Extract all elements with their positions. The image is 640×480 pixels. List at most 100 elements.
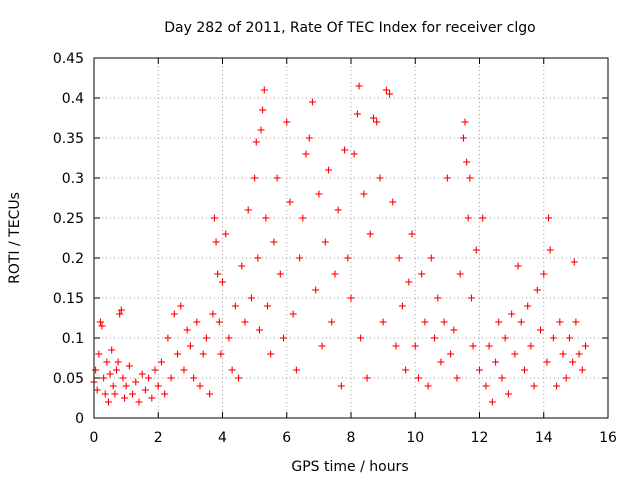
grid-layer <box>94 58 608 418</box>
data-point <box>469 342 477 350</box>
data-point <box>276 270 284 278</box>
data-point <box>209 310 217 318</box>
data-point <box>318 342 326 350</box>
data-point <box>267 350 275 358</box>
y-axis-label: ROTI / TECUs <box>7 192 23 284</box>
data-point <box>180 366 188 374</box>
data-point <box>553 382 561 390</box>
x-tick-label: 2 <box>154 430 163 446</box>
data-point <box>546 246 554 254</box>
data-point <box>355 82 363 90</box>
data-point <box>334 206 342 214</box>
data-point <box>447 350 455 358</box>
y-tick-label: 0.35 <box>53 131 84 147</box>
data-point <box>504 390 512 398</box>
data-point <box>537 326 545 334</box>
data-point <box>376 174 384 182</box>
x-axis-label: GPS time / hours <box>291 459 408 475</box>
data-point <box>392 342 400 350</box>
data-point <box>328 318 336 326</box>
data-point <box>459 134 467 142</box>
data-point <box>559 350 567 358</box>
x-tick-label: 6 <box>282 430 291 446</box>
data-point <box>273 174 281 182</box>
data-point <box>366 230 374 238</box>
data-point <box>190 374 198 382</box>
data-point <box>101 390 109 398</box>
y-tick-label: 0.1 <box>62 331 84 347</box>
data-point <box>177 302 185 310</box>
data-point <box>463 158 471 166</box>
data-point <box>565 334 573 342</box>
x-tick-label: 8 <box>347 430 356 446</box>
data-point <box>196 382 204 390</box>
data-point <box>193 318 201 326</box>
y-tick-label: 0.05 <box>53 371 84 387</box>
chart-title: Day 282 of 2011, Rate Of TEC Index for r… <box>164 20 535 36</box>
data-point <box>254 254 262 262</box>
data-point <box>562 374 570 382</box>
data-point <box>492 358 500 366</box>
data-point <box>174 350 182 358</box>
data-point <box>402 366 410 374</box>
data-point <box>103 358 111 366</box>
data-point <box>222 230 230 238</box>
data-point <box>217 350 225 358</box>
data-point <box>549 334 557 342</box>
data-point <box>219 278 226 286</box>
data-point <box>395 254 403 262</box>
data-point <box>570 258 578 266</box>
data-point <box>434 294 442 302</box>
data-point <box>210 214 218 222</box>
data-point <box>443 174 451 182</box>
data-point <box>312 286 320 294</box>
data-point <box>259 106 267 114</box>
marks-layer <box>90 82 590 406</box>
data-point <box>302 150 310 158</box>
data-point <box>488 398 496 406</box>
data-point <box>244 206 252 214</box>
data-point <box>467 294 475 302</box>
x-tick-label: 12 <box>471 430 489 446</box>
data-point <box>148 394 156 402</box>
data-point <box>186 342 194 350</box>
data-point <box>315 190 323 198</box>
data-point <box>106 370 114 378</box>
data-point <box>461 118 469 126</box>
data-point <box>129 390 137 398</box>
data-point <box>228 366 236 374</box>
data-point <box>464 214 472 222</box>
x-tick-label: 4 <box>218 430 227 446</box>
data-point <box>386 90 394 98</box>
data-point <box>119 374 127 382</box>
data-point <box>569 358 577 366</box>
data-point <box>556 318 564 326</box>
data-point <box>408 230 416 238</box>
data-point <box>341 146 349 154</box>
data-point <box>296 254 304 262</box>
data-point <box>157 358 165 366</box>
data-point <box>431 334 439 342</box>
data-point <box>238 262 246 270</box>
data-point <box>540 270 548 278</box>
data-point <box>225 334 233 342</box>
data-point <box>418 270 426 278</box>
data-point <box>545 214 553 222</box>
data-point <box>331 270 339 278</box>
data-point <box>476 366 483 374</box>
data-point <box>501 334 509 342</box>
data-point <box>305 134 313 142</box>
data-point <box>263 302 271 310</box>
data-point <box>398 302 406 310</box>
data-point <box>121 394 129 402</box>
data-point <box>215 318 223 326</box>
data-point <box>241 318 249 326</box>
data-point <box>485 342 493 350</box>
data-point <box>247 294 255 302</box>
data-point <box>299 214 307 222</box>
data-point <box>170 310 178 318</box>
data-point <box>286 198 294 206</box>
data-point <box>405 278 413 286</box>
data-point <box>373 118 381 126</box>
